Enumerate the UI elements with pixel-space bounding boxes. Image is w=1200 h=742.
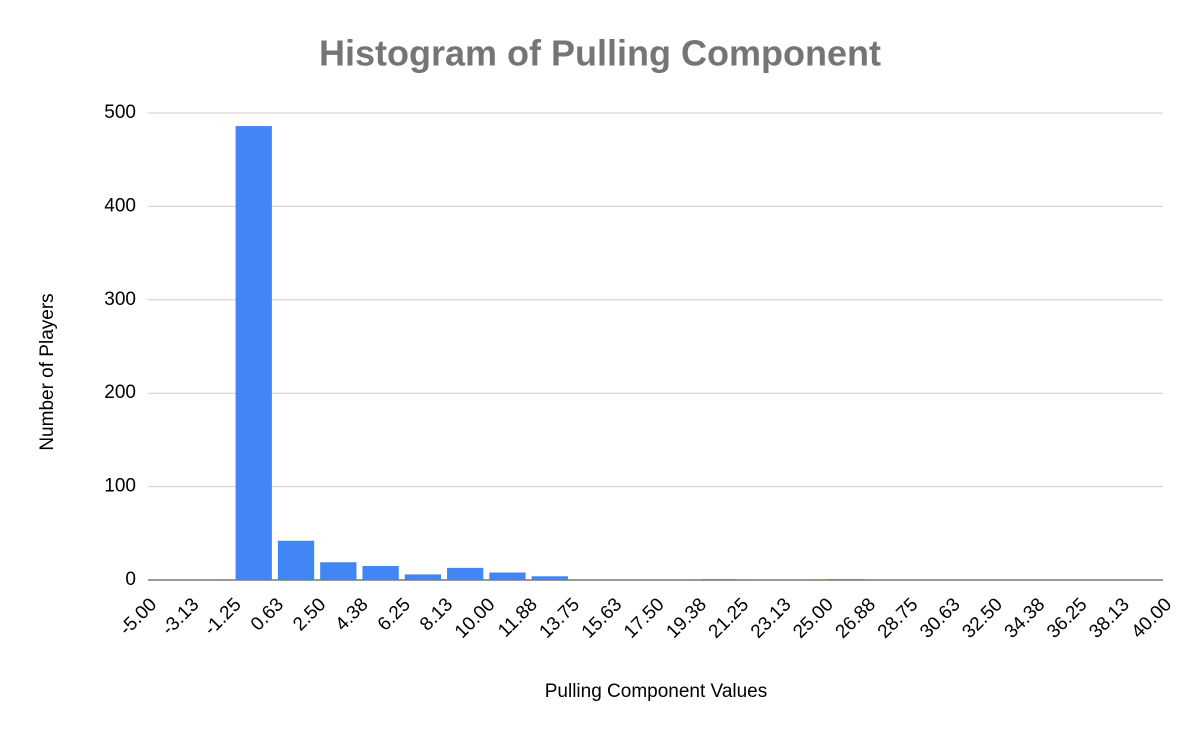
x-axis-label: Pulling Component Values <box>545 681 768 702</box>
bar <box>320 562 357 580</box>
bar <box>404 574 442 580</box>
y-tick-label: 400 <box>104 195 136 216</box>
bar <box>447 567 484 580</box>
y-tick-label: 300 <box>104 289 136 310</box>
bar <box>362 565 399 580</box>
chart-title: Histogram of Pulling Component <box>319 33 881 74</box>
bar <box>277 540 315 580</box>
bar <box>700 579 738 580</box>
y-tick-label: 200 <box>104 382 136 403</box>
y-tick-label: 0 <box>125 569 136 590</box>
bar <box>531 576 568 580</box>
bar <box>489 572 526 580</box>
y-tick-label: 500 <box>104 102 136 123</box>
y-axis-label: Number of Players <box>37 293 58 450</box>
bar <box>827 579 864 580</box>
y-tick-label: 100 <box>104 476 136 497</box>
bar <box>235 126 272 581</box>
